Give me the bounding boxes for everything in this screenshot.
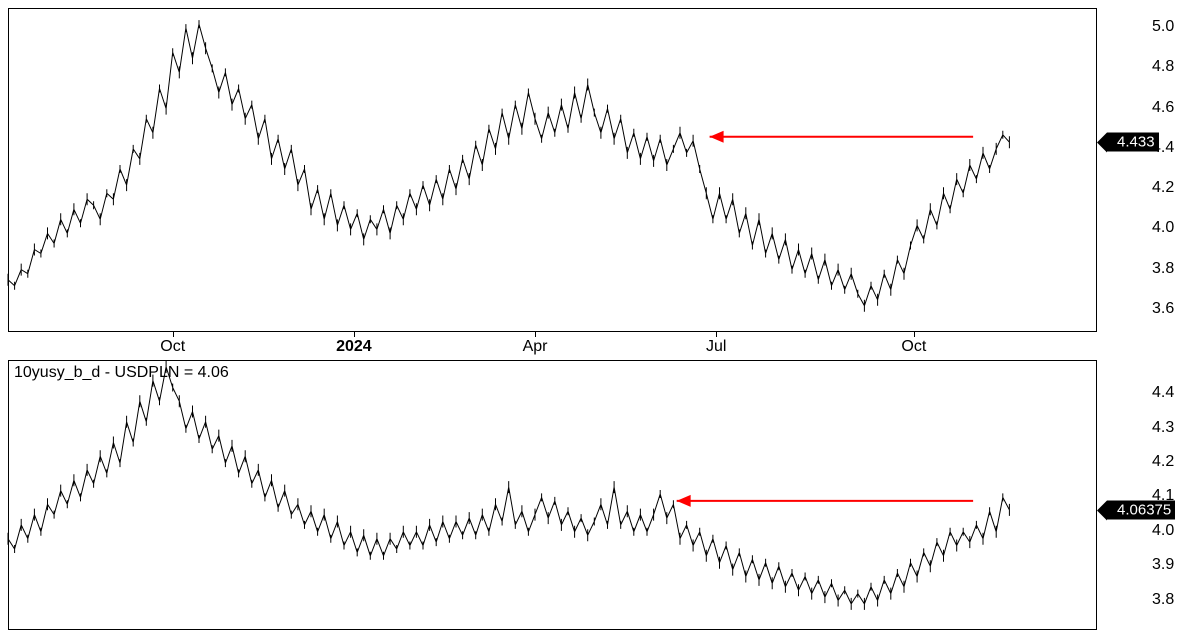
price-flag-bottom: 4.06375 xyxy=(1107,500,1175,519)
chart-panel-bottom: 3.83.94.04.14.24.34.410yusy_b_d - USDPLN… xyxy=(0,0,1200,630)
annotation-arrow-bottom xyxy=(0,0,1200,630)
